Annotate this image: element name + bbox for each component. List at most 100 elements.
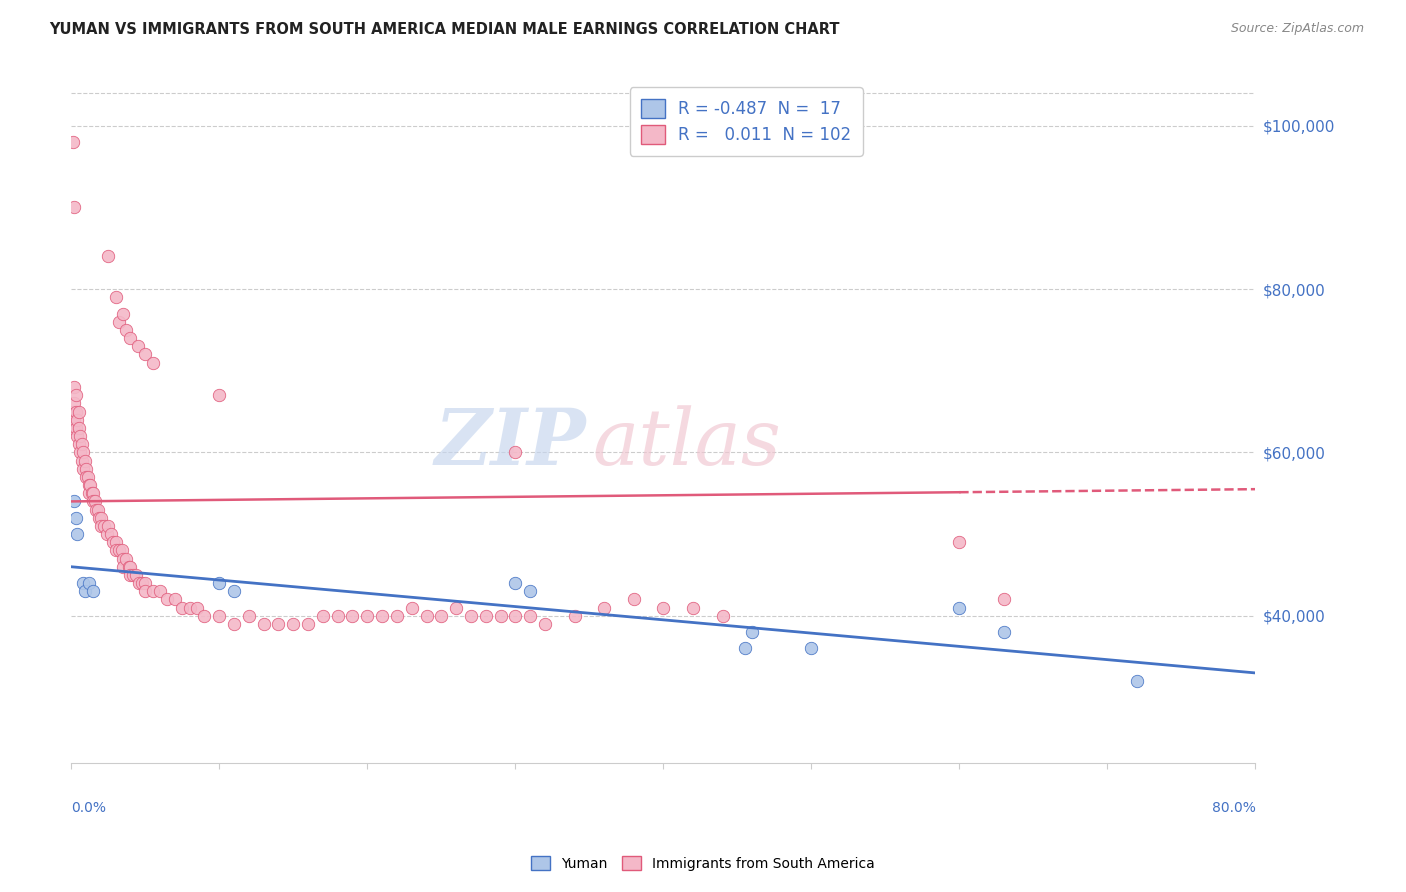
Point (125, 568, 148, 582)
Point (1126, 674, 1149, 689)
Point (134, 584, 156, 599)
Point (163, 592, 186, 607)
Point (734, 641, 756, 656)
Point (222, 584, 245, 599)
Point (474, 608, 496, 623)
Point (371, 608, 394, 623)
Point (66, 527, 89, 541)
Point (63, 494, 86, 508)
Point (267, 616, 290, 631)
Point (96, 527, 118, 541)
Point (101, 535, 124, 549)
Text: 0.0%: 0.0% (72, 801, 107, 815)
Point (128, 576, 150, 591)
Point (564, 608, 586, 623)
Point (112, 307, 135, 321)
Point (67, 437, 90, 451)
Point (505, 608, 527, 623)
Point (70, 437, 93, 451)
Point (127, 339, 149, 353)
Point (356, 608, 378, 623)
Point (72, 445, 94, 459)
Point (115, 323, 138, 337)
Point (193, 608, 215, 623)
Point (63, 396, 86, 410)
Point (72, 576, 94, 591)
Point (460, 608, 482, 623)
Point (948, 535, 970, 549)
Point (82, 486, 104, 500)
Point (519, 608, 541, 623)
Point (87, 502, 110, 516)
Point (69, 445, 91, 459)
Point (84, 494, 107, 508)
Point (800, 641, 823, 656)
Point (134, 576, 156, 591)
Point (519, 584, 541, 599)
Point (90, 510, 112, 524)
Point (120, 568, 142, 582)
Point (172, 600, 194, 615)
Point (283, 616, 305, 631)
Point (104, 290, 127, 304)
Point (75, 461, 97, 475)
Point (65, 510, 87, 524)
Point (73, 584, 96, 599)
Point (208, 608, 231, 623)
Point (63, 380, 86, 394)
Point (948, 600, 970, 615)
Point (82, 584, 104, 599)
Point (65, 404, 87, 418)
Point (489, 608, 512, 623)
Point (208, 388, 231, 402)
Point (342, 608, 364, 623)
Point (112, 559, 135, 574)
Point (238, 608, 260, 623)
Point (80, 486, 103, 500)
Point (993, 625, 1015, 640)
Point (86, 502, 108, 516)
Legend: Yuman, Immigrants from South America: Yuman, Immigrants from South America (526, 850, 880, 876)
Point (104, 543, 127, 558)
Text: Source: ZipAtlas.com: Source: ZipAtlas.com (1230, 22, 1364, 36)
Point (107, 315, 129, 329)
Point (67, 404, 90, 418)
Point (63, 200, 86, 214)
Point (312, 608, 335, 623)
Point (430, 608, 453, 623)
Point (682, 600, 704, 615)
Point (63, 413, 86, 427)
Point (76, 470, 98, 484)
Point (253, 616, 276, 631)
Text: 80.0%: 80.0% (1212, 801, 1256, 815)
Point (73, 453, 96, 467)
Point (505, 445, 527, 459)
Point (89, 510, 111, 524)
Point (415, 608, 437, 623)
Point (66, 413, 89, 427)
Point (222, 616, 245, 631)
Point (72, 461, 94, 475)
Point (652, 600, 675, 615)
Point (100, 527, 122, 541)
Point (186, 600, 208, 615)
Point (385, 608, 408, 623)
Point (67, 421, 90, 435)
Point (505, 576, 527, 591)
Point (90, 519, 112, 533)
Point (326, 608, 349, 623)
Point (534, 616, 557, 631)
Text: atlas: atlas (592, 405, 782, 482)
Point (65, 388, 87, 402)
Point (115, 551, 138, 566)
Point (62, 135, 84, 149)
Point (104, 535, 127, 549)
Point (93, 519, 115, 533)
Point (79, 478, 101, 492)
Text: ZIP: ZIP (434, 405, 586, 482)
Point (993, 592, 1015, 607)
Point (131, 576, 153, 591)
Point (70, 453, 93, 467)
Point (112, 551, 135, 566)
Point (65, 421, 87, 435)
